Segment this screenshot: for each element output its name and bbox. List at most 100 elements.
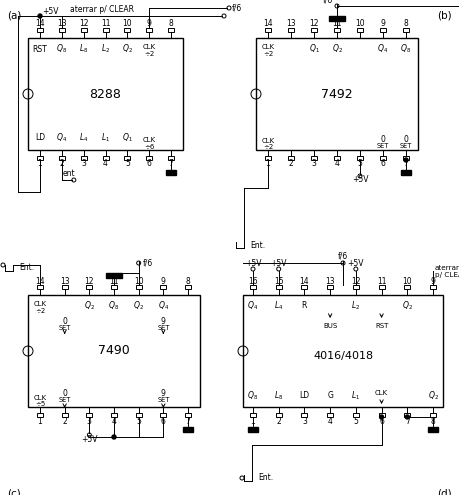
Text: 14: 14: [300, 277, 309, 286]
Text: SET: SET: [58, 397, 71, 403]
Bar: [428, 427, 438, 432]
Bar: [28, 38, 183, 150]
Bar: [146, 156, 152, 160]
Text: $L_1$: $L_1$: [351, 390, 360, 402]
Text: +5V: +5V: [81, 436, 98, 445]
Bar: [353, 413, 359, 417]
Bar: [111, 413, 117, 417]
Bar: [166, 170, 176, 175]
Bar: [124, 156, 130, 160]
Bar: [111, 285, 117, 289]
Text: $Q_2$: $Q_2$: [133, 300, 144, 312]
Bar: [62, 413, 67, 417]
Bar: [160, 285, 166, 289]
Bar: [146, 28, 152, 32]
Text: f/6: f/6: [232, 3, 242, 12]
Bar: [276, 285, 282, 289]
Bar: [124, 28, 130, 32]
Text: 8: 8: [168, 19, 174, 29]
Text: 13: 13: [286, 19, 296, 29]
Text: (a): (a): [7, 10, 22, 20]
Circle shape: [404, 158, 408, 162]
Text: 3: 3: [87, 416, 92, 426]
Text: CLK: CLK: [34, 395, 46, 401]
Bar: [136, 285, 142, 289]
Text: SET: SET: [58, 325, 71, 331]
Text: (c): (c): [7, 488, 21, 495]
Text: 1: 1: [38, 416, 42, 426]
Text: 10: 10: [134, 277, 144, 286]
Text: 3: 3: [302, 416, 307, 426]
Text: 11: 11: [377, 277, 386, 286]
Bar: [59, 156, 65, 160]
Text: Ent.: Ent.: [19, 263, 34, 273]
Bar: [59, 28, 65, 32]
Bar: [102, 156, 108, 160]
Bar: [37, 156, 43, 160]
Bar: [86, 413, 92, 417]
Text: 12: 12: [84, 277, 94, 286]
Text: $Q_2$: $Q_2$: [84, 300, 95, 312]
Text: 9: 9: [381, 19, 386, 29]
Text: LD: LD: [299, 392, 309, 400]
Bar: [403, 28, 409, 32]
Text: 9: 9: [147, 19, 151, 29]
Text: 5: 5: [136, 416, 141, 426]
Text: $L_4$: $L_4$: [79, 132, 88, 144]
Text: 4: 4: [103, 159, 108, 168]
Bar: [401, 170, 411, 175]
Text: 2: 2: [289, 159, 293, 168]
Bar: [185, 285, 191, 289]
Text: +5V: +5V: [270, 259, 287, 268]
Text: $Q_1$: $Q_1$: [122, 132, 133, 144]
Text: 9: 9: [161, 316, 166, 326]
Text: 6: 6: [161, 416, 166, 426]
Text: 10: 10: [123, 19, 132, 29]
Bar: [357, 156, 363, 160]
Text: 8: 8: [185, 277, 190, 286]
Bar: [357, 28, 363, 32]
Text: (d): (d): [437, 488, 452, 495]
Bar: [380, 28, 386, 32]
Text: f/6: f/6: [323, 0, 333, 4]
Text: +5V: +5V: [245, 259, 261, 268]
Text: 14: 14: [35, 19, 45, 29]
Text: 12: 12: [79, 19, 89, 29]
Text: 14: 14: [263, 19, 273, 29]
Text: $Q_4$: $Q_4$: [377, 43, 388, 55]
Bar: [160, 413, 166, 417]
Text: $L_2$: $L_2$: [351, 300, 360, 312]
Circle shape: [112, 435, 116, 439]
Text: 0: 0: [62, 389, 67, 397]
Bar: [311, 28, 317, 32]
Bar: [329, 16, 345, 21]
Bar: [37, 285, 43, 289]
Text: 6: 6: [379, 416, 384, 426]
Bar: [86, 285, 92, 289]
Text: $Q_2$: $Q_2$: [122, 43, 133, 55]
Text: ÷2: ÷2: [144, 51, 154, 57]
Bar: [248, 427, 258, 432]
Bar: [430, 285, 436, 289]
Text: 10: 10: [355, 19, 365, 29]
Text: RST: RST: [375, 323, 388, 329]
Text: 1: 1: [38, 159, 42, 168]
Text: 1: 1: [266, 159, 270, 168]
Text: +5V: +5V: [347, 259, 364, 268]
Text: $L_1$: $L_1$: [101, 132, 110, 144]
Bar: [327, 413, 333, 417]
Text: 4: 4: [112, 416, 117, 426]
Text: $Q_4$: $Q_4$: [56, 132, 67, 144]
Text: 8: 8: [431, 416, 436, 426]
Text: 4: 4: [328, 416, 333, 426]
Text: R: R: [302, 301, 307, 310]
Bar: [430, 413, 436, 417]
Text: SET: SET: [157, 325, 169, 331]
Text: $L_8$: $L_8$: [274, 390, 283, 402]
Bar: [265, 28, 271, 32]
Text: SET: SET: [377, 143, 389, 149]
Text: ÷2: ÷2: [263, 51, 273, 57]
Text: 5: 5: [358, 159, 363, 168]
Text: $Q_8$: $Q_8$: [108, 300, 119, 312]
Text: 9: 9: [161, 277, 166, 286]
